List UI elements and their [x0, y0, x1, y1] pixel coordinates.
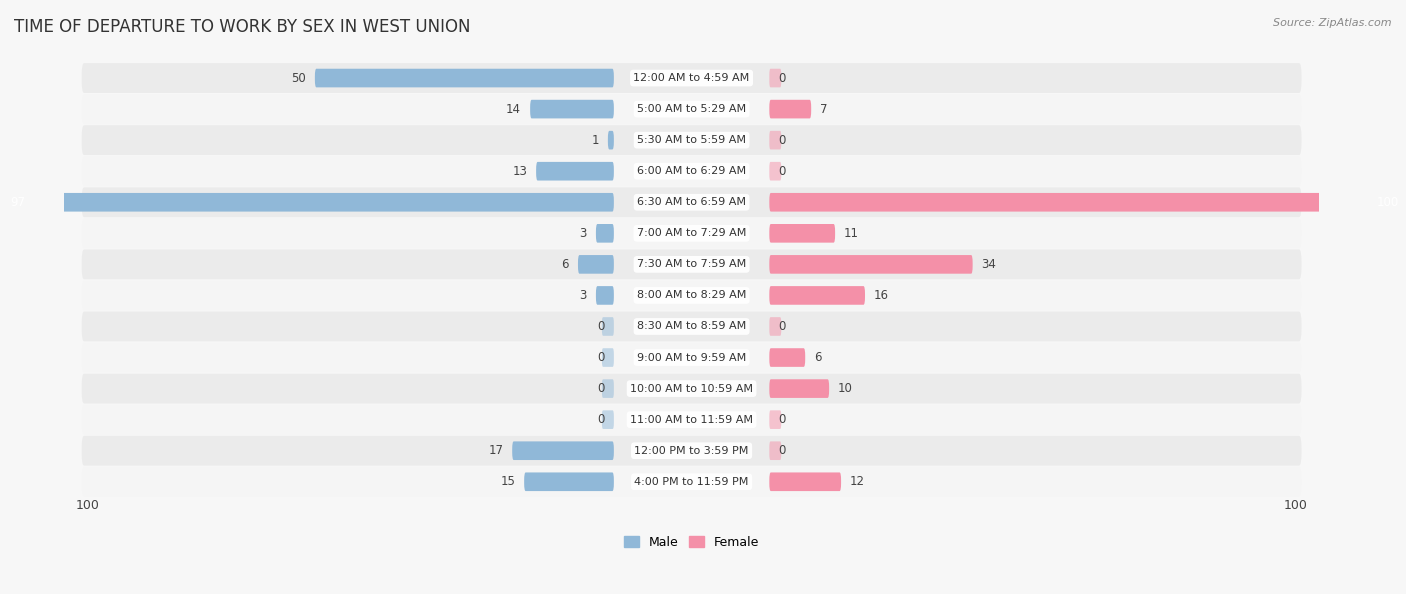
Text: 6:00 AM to 6:29 AM: 6:00 AM to 6:29 AM [637, 166, 747, 176]
FancyBboxPatch shape [82, 187, 1302, 217]
Text: 13: 13 [512, 165, 527, 178]
Text: 34: 34 [981, 258, 997, 271]
FancyBboxPatch shape [82, 94, 1302, 124]
FancyBboxPatch shape [82, 63, 1302, 93]
Text: 8:00 AM to 8:29 AM: 8:00 AM to 8:29 AM [637, 290, 747, 301]
Text: TIME OF DEPARTURE TO WORK BY SEX IN WEST UNION: TIME OF DEPARTURE TO WORK BY SEX IN WEST… [14, 18, 471, 36]
Text: 0: 0 [598, 351, 605, 364]
Text: 0: 0 [598, 320, 605, 333]
FancyBboxPatch shape [530, 100, 614, 118]
FancyBboxPatch shape [82, 280, 1302, 310]
FancyBboxPatch shape [769, 131, 782, 150]
FancyBboxPatch shape [578, 255, 614, 274]
FancyBboxPatch shape [82, 467, 1302, 497]
Text: 14: 14 [506, 103, 522, 116]
Text: 6: 6 [561, 258, 569, 271]
Text: 100: 100 [76, 498, 100, 511]
FancyBboxPatch shape [769, 410, 782, 429]
Text: 9:00 AM to 9:59 AM: 9:00 AM to 9:59 AM [637, 353, 747, 362]
Text: 8:30 AM to 8:59 AM: 8:30 AM to 8:59 AM [637, 321, 747, 331]
FancyBboxPatch shape [607, 131, 614, 150]
Legend: Male, Female: Male, Female [619, 530, 763, 554]
Text: 100: 100 [1284, 498, 1308, 511]
Text: 17: 17 [488, 444, 503, 457]
Text: 0: 0 [779, 413, 786, 426]
FancyBboxPatch shape [769, 472, 841, 491]
FancyBboxPatch shape [769, 69, 782, 87]
FancyBboxPatch shape [82, 436, 1302, 466]
Text: 0: 0 [779, 134, 786, 147]
Text: 97: 97 [10, 196, 25, 208]
Text: 11:00 AM to 11:59 AM: 11:00 AM to 11:59 AM [630, 415, 754, 425]
FancyBboxPatch shape [82, 125, 1302, 155]
FancyBboxPatch shape [315, 69, 614, 87]
FancyBboxPatch shape [769, 441, 782, 460]
Text: 7: 7 [820, 103, 828, 116]
Text: 10: 10 [838, 382, 853, 395]
Text: 0: 0 [598, 382, 605, 395]
FancyBboxPatch shape [602, 317, 614, 336]
Text: 15: 15 [501, 475, 515, 488]
Text: 3: 3 [579, 289, 586, 302]
FancyBboxPatch shape [769, 100, 811, 118]
Text: 5:30 AM to 5:59 AM: 5:30 AM to 5:59 AM [637, 135, 747, 145]
FancyBboxPatch shape [536, 162, 614, 181]
FancyBboxPatch shape [512, 441, 614, 460]
Text: 4:00 PM to 11:59 PM: 4:00 PM to 11:59 PM [634, 477, 749, 486]
FancyBboxPatch shape [82, 249, 1302, 279]
Text: 7:30 AM to 7:59 AM: 7:30 AM to 7:59 AM [637, 260, 747, 269]
Text: 12:00 AM to 4:59 AM: 12:00 AM to 4:59 AM [634, 73, 749, 83]
FancyBboxPatch shape [524, 472, 614, 491]
FancyBboxPatch shape [82, 405, 1302, 435]
Text: 0: 0 [779, 165, 786, 178]
FancyBboxPatch shape [602, 380, 614, 398]
Text: 6:30 AM to 6:59 AM: 6:30 AM to 6:59 AM [637, 197, 747, 207]
Text: 100: 100 [1376, 196, 1399, 208]
FancyBboxPatch shape [596, 286, 614, 305]
FancyBboxPatch shape [769, 317, 782, 336]
FancyBboxPatch shape [82, 374, 1302, 403]
Text: 3: 3 [579, 227, 586, 240]
Text: 0: 0 [779, 444, 786, 457]
FancyBboxPatch shape [769, 193, 1367, 211]
Text: 5:00 AM to 5:29 AM: 5:00 AM to 5:29 AM [637, 104, 747, 114]
Text: 0: 0 [779, 320, 786, 333]
Text: Source: ZipAtlas.com: Source: ZipAtlas.com [1274, 18, 1392, 28]
Text: 16: 16 [875, 289, 889, 302]
FancyBboxPatch shape [769, 286, 865, 305]
Text: 0: 0 [779, 71, 786, 84]
FancyBboxPatch shape [596, 224, 614, 242]
FancyBboxPatch shape [769, 380, 830, 398]
FancyBboxPatch shape [82, 219, 1302, 248]
FancyBboxPatch shape [82, 343, 1302, 372]
FancyBboxPatch shape [82, 312, 1302, 342]
Text: 1: 1 [592, 134, 599, 147]
Text: 50: 50 [291, 71, 307, 84]
FancyBboxPatch shape [769, 162, 782, 181]
Text: 0: 0 [598, 413, 605, 426]
FancyBboxPatch shape [769, 255, 973, 274]
Text: 7:00 AM to 7:29 AM: 7:00 AM to 7:29 AM [637, 228, 747, 238]
FancyBboxPatch shape [602, 348, 614, 367]
Text: 11: 11 [844, 227, 859, 240]
FancyBboxPatch shape [769, 348, 806, 367]
FancyBboxPatch shape [602, 410, 614, 429]
Text: 6: 6 [814, 351, 821, 364]
FancyBboxPatch shape [769, 224, 835, 242]
Text: 12:00 PM to 3:59 PM: 12:00 PM to 3:59 PM [634, 446, 749, 456]
Text: 12: 12 [851, 475, 865, 488]
FancyBboxPatch shape [34, 193, 614, 211]
Text: 10:00 AM to 10:59 AM: 10:00 AM to 10:59 AM [630, 384, 754, 394]
FancyBboxPatch shape [82, 156, 1302, 186]
